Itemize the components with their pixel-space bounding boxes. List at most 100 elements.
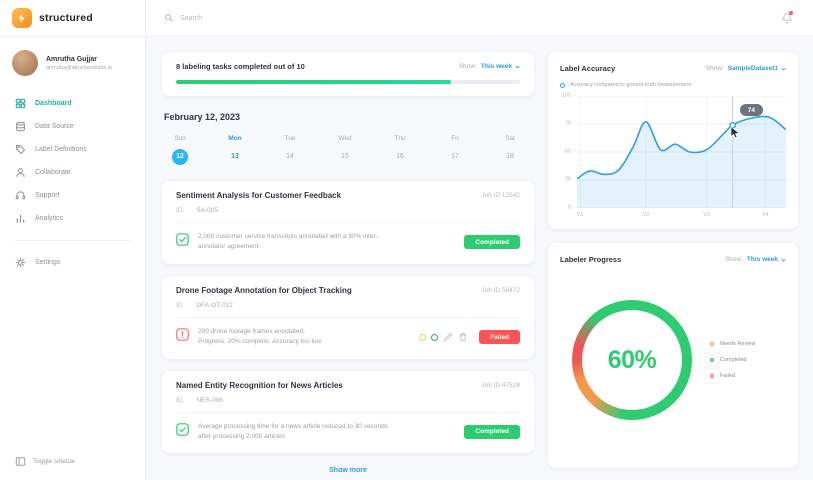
sidebar-item-label-definitions[interactable]: Label Definitions: [0, 138, 145, 161]
tasks-summary-card: 8 labeling tasks completed out of 10 Sho…: [162, 52, 534, 96]
legend-label: Accuracy compared to ground truth measur…: [570, 82, 692, 88]
sidebar-icon: [15, 457, 26, 466]
chart-legend: Accuracy compared to ground truth measur…: [560, 82, 786, 88]
completed-icon: [176, 422, 189, 436]
task-title: Sentiment Analysis for Customer Feedback: [176, 191, 342, 200]
id-label: ID:: [176, 396, 185, 404]
divider: [176, 222, 520, 223]
progress-legend: Needs Review Completed Failed: [710, 341, 755, 379]
headset-icon: [15, 191, 26, 200]
tasks-show-filter: Show: This week: [459, 63, 520, 70]
bar-chart-icon: [16, 214, 25, 223]
chevron-down-icon: [515, 65, 520, 68]
calendar-day[interactable]: Wed 15: [338, 135, 352, 160]
logo[interactable]: structured: [0, 0, 145, 37]
divider: [176, 411, 520, 413]
tooltip-value: 74: [747, 106, 755, 114]
user-profile[interactable]: Amrutha Gujjar amrutha@structuredlabs.io: [0, 37, 145, 80]
calendar-day[interactable]: Sat 18: [505, 135, 515, 160]
tag-icon: [15, 144, 26, 155]
trash-icon[interactable]: [458, 332, 468, 342]
calendar-day[interactable]: Thu 16: [394, 135, 406, 160]
needs-review-dot-icon: [710, 342, 714, 346]
task-card[interactable]: Drone Footage Annotation for Object Trac…: [162, 275, 534, 359]
sidebar-nav: Dashboard Data Source Label Definitions …: [0, 92, 145, 230]
legend-item-failed: Failed: [710, 373, 755, 379]
calendar-week: Sun 12 Mon 13 Tue 14 Wed 15: [162, 135, 534, 165]
accuracy-plot: 74: [577, 96, 786, 208]
sidebar-item-label: Support: [35, 192, 60, 199]
sidebar-item-label: Data Source: [35, 123, 74, 130]
sidebar-item-label: Dashboard: [35, 100, 72, 107]
progress-fill: [176, 80, 452, 84]
divider: [176, 316, 520, 318]
tasks-show-filter-value[interactable]: This week: [481, 63, 520, 70]
sidebar-item-settings[interactable]: Settings: [0, 251, 145, 274]
sidebar-item-label: Settings: [35, 259, 61, 266]
id-value: DFA-OT-012: [196, 301, 233, 309]
logo-icon: [12, 8, 32, 28]
completed-toggle[interactable]: [431, 333, 439, 341]
completed-dot-icon: [710, 358, 714, 362]
calendar-day[interactable]: Mon 13: [228, 135, 242, 160]
labeler-progress-card: Labeler Progress Show: This week: [548, 243, 798, 468]
legend-dot-icon: [560, 82, 565, 88]
database-icon: [16, 121, 25, 132]
status-badge: Failed: [479, 330, 520, 345]
labeler-show-filter-value[interactable]: This week: [747, 256, 786, 263]
sidebar-item-dashboard[interactable]: Dashboard: [0, 92, 145, 115]
x-tick-label: V1: [576, 212, 584, 218]
failed-icon: [176, 327, 189, 341]
chevron-down-icon: [781, 258, 786, 261]
calendar-day[interactable]: Tue 14: [284, 135, 296, 160]
sidebar-item-collaborate[interactable]: Collaborate: [0, 161, 145, 184]
task-title: Named Entity Recognition for News Articl…: [176, 380, 343, 390]
sidebar-divider: [15, 240, 130, 241]
sidebar-item-label: Collaborate: [35, 169, 71, 176]
legend-item-completed: Completed: [710, 357, 755, 363]
accuracy-x-axis: V1 V2 V3 V4: [577, 208, 786, 221]
x-tick-label: V2: [642, 212, 650, 218]
progress-donut: 60%: [572, 300, 692, 420]
sidebar-item-support[interactable]: Support: [0, 184, 145, 207]
x-tick-label: V4: [761, 212, 769, 218]
search-input[interactable]: [180, 14, 320, 22]
completed-icon: [176, 233, 189, 246]
show-more-button[interactable]: Show more: [329, 467, 367, 475]
bell-icon: [782, 13, 792, 24]
edit-icon[interactable]: [443, 332, 453, 342]
accuracy-y-axis: 0 25 50 75 100: [560, 93, 577, 210]
avatar: [12, 50, 38, 76]
main-area: 8 labeling tasks completed out of 10 Sho…: [146, 0, 813, 480]
toggle-sidebar-button[interactable]: Toggle sidebar: [0, 446, 145, 480]
chart-tooltip: 74: [739, 104, 763, 117]
task-card[interactable]: Named Entity Recognition for News Articl…: [162, 370, 534, 454]
job-id: Job ID 58472: [481, 286, 520, 294]
accuracy-chart-svg: [577, 96, 786, 208]
needs-review-toggle[interactable]: [419, 333, 427, 341]
cursor-icon: [730, 126, 740, 139]
show-label: Show:: [458, 63, 477, 70]
calendar-day[interactable]: Fri 17: [451, 135, 459, 160]
sidebar-item-data-source[interactable]: Data Source: [0, 115, 145, 138]
notifications-button[interactable]: [781, 11, 793, 24]
donut-hole: 60%: [582, 310, 682, 410]
id-value: NER-006: [196, 396, 224, 404]
tasks-progress-bar: [176, 80, 520, 84]
sidebar-item-analytics[interactable]: Analytics: [0, 207, 145, 230]
toggle-sidebar-label: Toggle sidebar: [33, 458, 76, 465]
accuracy-dataset-select[interactable]: SampleDataset1: [728, 65, 786, 72]
task-card[interactable]: Sentiment Analysis for Customer Feedback…: [162, 181, 534, 264]
label-accuracy-card: Label Accuracy Show: SampleDataset1 Accu…: [548, 52, 798, 229]
id-value: SA-005: [196, 207, 218, 214]
user-icon: [16, 168, 25, 177]
id-label: ID:: [176, 301, 185, 309]
calendar-day[interactable]: Sun 12: [168, 135, 192, 165]
sidebar: structured Amrutha Gujjar amrutha@struct…: [0, 0, 146, 480]
status-badge: Completed: [464, 235, 520, 250]
legend-item-needs-review: Needs Review: [710, 341, 755, 347]
failed-dot-icon: [710, 374, 714, 378]
job-id: Job ID 12542: [481, 192, 520, 199]
widgets-column: Label Accuracy Show: SampleDataset1 Accu…: [548, 52, 798, 480]
